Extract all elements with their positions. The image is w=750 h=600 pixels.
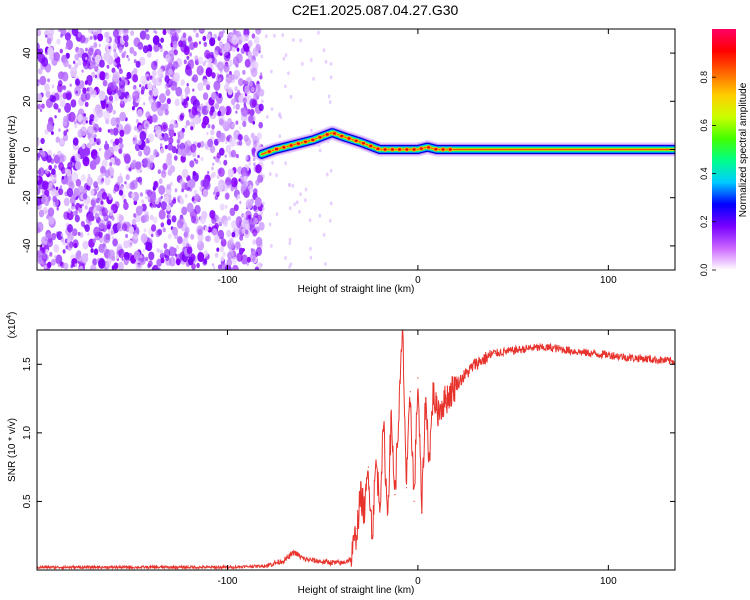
spectrogram-ticks: -100 0 100 -40 -20 0 20 40 (22, 29, 675, 286)
snr-ticks: -100 0 100 0.5 1.0 1.5 (22, 330, 675, 587)
snr-point (390, 418, 392, 420)
snr-point (493, 352, 495, 354)
spectrogram-y-label: Frequency (Hz) (7, 116, 18, 185)
snr-point (421, 511, 423, 513)
snr-y-multiplier: (x104) (6, 312, 18, 339)
snr-point (360, 494, 362, 496)
snr-point (264, 565, 267, 567)
snr-point (607, 354, 609, 356)
colorbar-gradient (712, 29, 736, 270)
snr-point (383, 425, 385, 427)
spectrogram-panel: -100 0 100 -40 -20 0 20 40 Height of straight l… (7, 28, 676, 295)
spectrogram-y-tick-label: 40 (22, 47, 33, 59)
snr-y-tick-label: 0.5 (22, 494, 33, 508)
figure-title: C2E1.2025.087.04.27.G30 (292, 2, 459, 18)
colorbar-tick-label: 0.2 (699, 216, 709, 229)
snr-y-label: SNR (10 * v/v) (7, 418, 18, 482)
spectrogram-content (37, 29, 675, 270)
snr-anchor-points (37, 330, 675, 568)
snr-point (303, 558, 305, 560)
spectrogram-x-tick-label: 0 (415, 275, 421, 286)
snr-point (341, 562, 343, 564)
snr-y-tick-label: 1.0 (22, 426, 33, 440)
snr-panel: -100 0 100 0.5 1.0 1.5 Height of straight lin… (6, 312, 676, 596)
colorbar-label: Normalized spectral amplitude (738, 82, 749, 217)
colorbar: 0.0 0.2 0.4 0.6 0.8 Normalized spectral ampl… (699, 29, 749, 276)
snr-point (424, 398, 427, 400)
snr-point (364, 511, 366, 513)
snr-point (428, 459, 430, 461)
snr-point (588, 352, 590, 354)
colorbar-ticks: 0.0 0.2 0.4 0.6 0.8 (699, 71, 716, 277)
spectrogram-y-tick-label: -20 (22, 190, 33, 205)
snr-point (371, 535, 373, 537)
colorbar-tick-label: 0.6 (699, 119, 709, 132)
snr-x-tick-label: 0 (415, 576, 421, 587)
spectrogram-y-tick-label: 20 (22, 95, 33, 107)
snr-y-tick-label: 1.5 (22, 357, 33, 371)
spectrogram-y-tick-label: 0 (22, 146, 33, 152)
snr-point (512, 350, 514, 352)
colorbar-tick-label: 0.8 (699, 71, 709, 84)
snr-point (432, 391, 434, 393)
snr-point (131, 566, 133, 568)
snr-point (379, 503, 381, 505)
snr-point (409, 391, 411, 393)
snr-point (375, 459, 377, 461)
spectrogram-x-tick-label: 100 (600, 275, 617, 286)
signal-ridge (254, 125, 675, 162)
snr-point (405, 487, 408, 489)
snr-point (569, 350, 571, 352)
snr-point (356, 528, 358, 530)
noise-speckles (37, 29, 333, 270)
snr-point (413, 500, 415, 502)
snr-x-tick-label: -100 (217, 576, 237, 587)
snr-x-tick-label: 100 (600, 576, 617, 587)
snr-point (350, 558, 352, 560)
snr-point (436, 411, 438, 413)
spectrogram-x-label: Height of straight line (km) (298, 284, 415, 295)
snr-point (386, 514, 388, 516)
snr-frame (36, 329, 676, 571)
snr-point (322, 561, 324, 563)
snr-content (37, 330, 675, 570)
snr-point (445, 398, 448, 400)
spectrogram-y-tick-label: -40 (22, 238, 33, 253)
snr-point (531, 347, 533, 349)
snr-point (284, 559, 286, 562)
snr-point (293, 551, 295, 553)
snr-point (367, 466, 369, 468)
spectrogram-x-tick-label: -100 (217, 275, 237, 286)
colorbar-tick-label: 0.4 (699, 167, 709, 180)
snr-point (645, 358, 648, 360)
snr-point (417, 377, 419, 379)
snr-point (394, 494, 396, 496)
colorbar-tick-label: 0.0 (699, 264, 709, 277)
snr-point (550, 347, 552, 349)
snr-series-line (37, 330, 675, 570)
snr-point (398, 411, 400, 413)
snr-point (626, 356, 629, 358)
snr-point (455, 384, 457, 386)
snr-point (474, 363, 476, 365)
snr-x-label: Height of straight line (km) (298, 585, 415, 596)
